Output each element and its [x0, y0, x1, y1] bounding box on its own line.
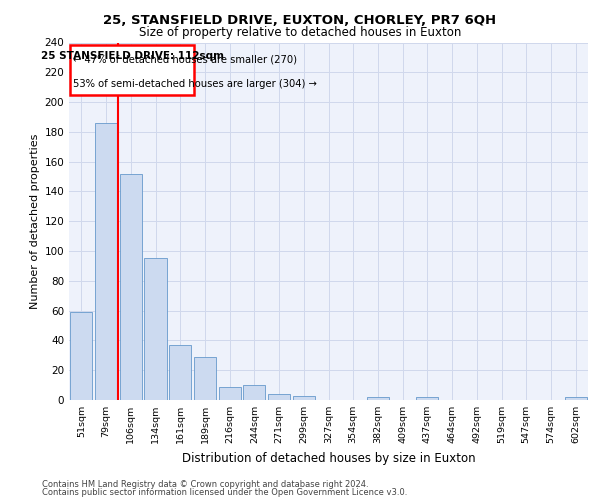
Bar [565, 397, 587, 400]
Bar [145, 258, 167, 400]
Text: 53% of semi-detached houses are larger (304) →: 53% of semi-detached houses are larger (… [73, 78, 317, 88]
Bar [268, 394, 290, 400]
Text: Size of property relative to detached houses in Euxton: Size of property relative to detached ho… [139, 26, 461, 39]
Bar [70, 312, 92, 400]
Bar [95, 123, 117, 400]
FancyBboxPatch shape [70, 46, 194, 94]
Bar [367, 397, 389, 400]
Text: 25, STANSFIELD DRIVE, EUXTON, CHORLEY, PR7 6QH: 25, STANSFIELD DRIVE, EUXTON, CHORLEY, P… [103, 14, 497, 27]
Text: ← 47% of detached houses are smaller (270): ← 47% of detached houses are smaller (27… [73, 55, 297, 65]
Y-axis label: Number of detached properties: Number of detached properties [30, 134, 40, 309]
Bar [293, 396, 315, 400]
Text: Contains public sector information licensed under the Open Government Licence v3: Contains public sector information licen… [42, 488, 407, 497]
Bar [416, 397, 439, 400]
Bar [119, 174, 142, 400]
Bar [243, 385, 265, 400]
Bar [169, 345, 191, 400]
X-axis label: Distribution of detached houses by size in Euxton: Distribution of detached houses by size … [182, 452, 475, 464]
Bar [218, 386, 241, 400]
Text: Contains HM Land Registry data © Crown copyright and database right 2024.: Contains HM Land Registry data © Crown c… [42, 480, 368, 489]
Bar [194, 357, 216, 400]
Text: 25 STANSFIELD DRIVE: 112sqm: 25 STANSFIELD DRIVE: 112sqm [41, 52, 224, 62]
